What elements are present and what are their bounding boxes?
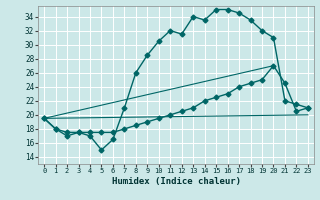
X-axis label: Humidex (Indice chaleur): Humidex (Indice chaleur) [111,177,241,186]
